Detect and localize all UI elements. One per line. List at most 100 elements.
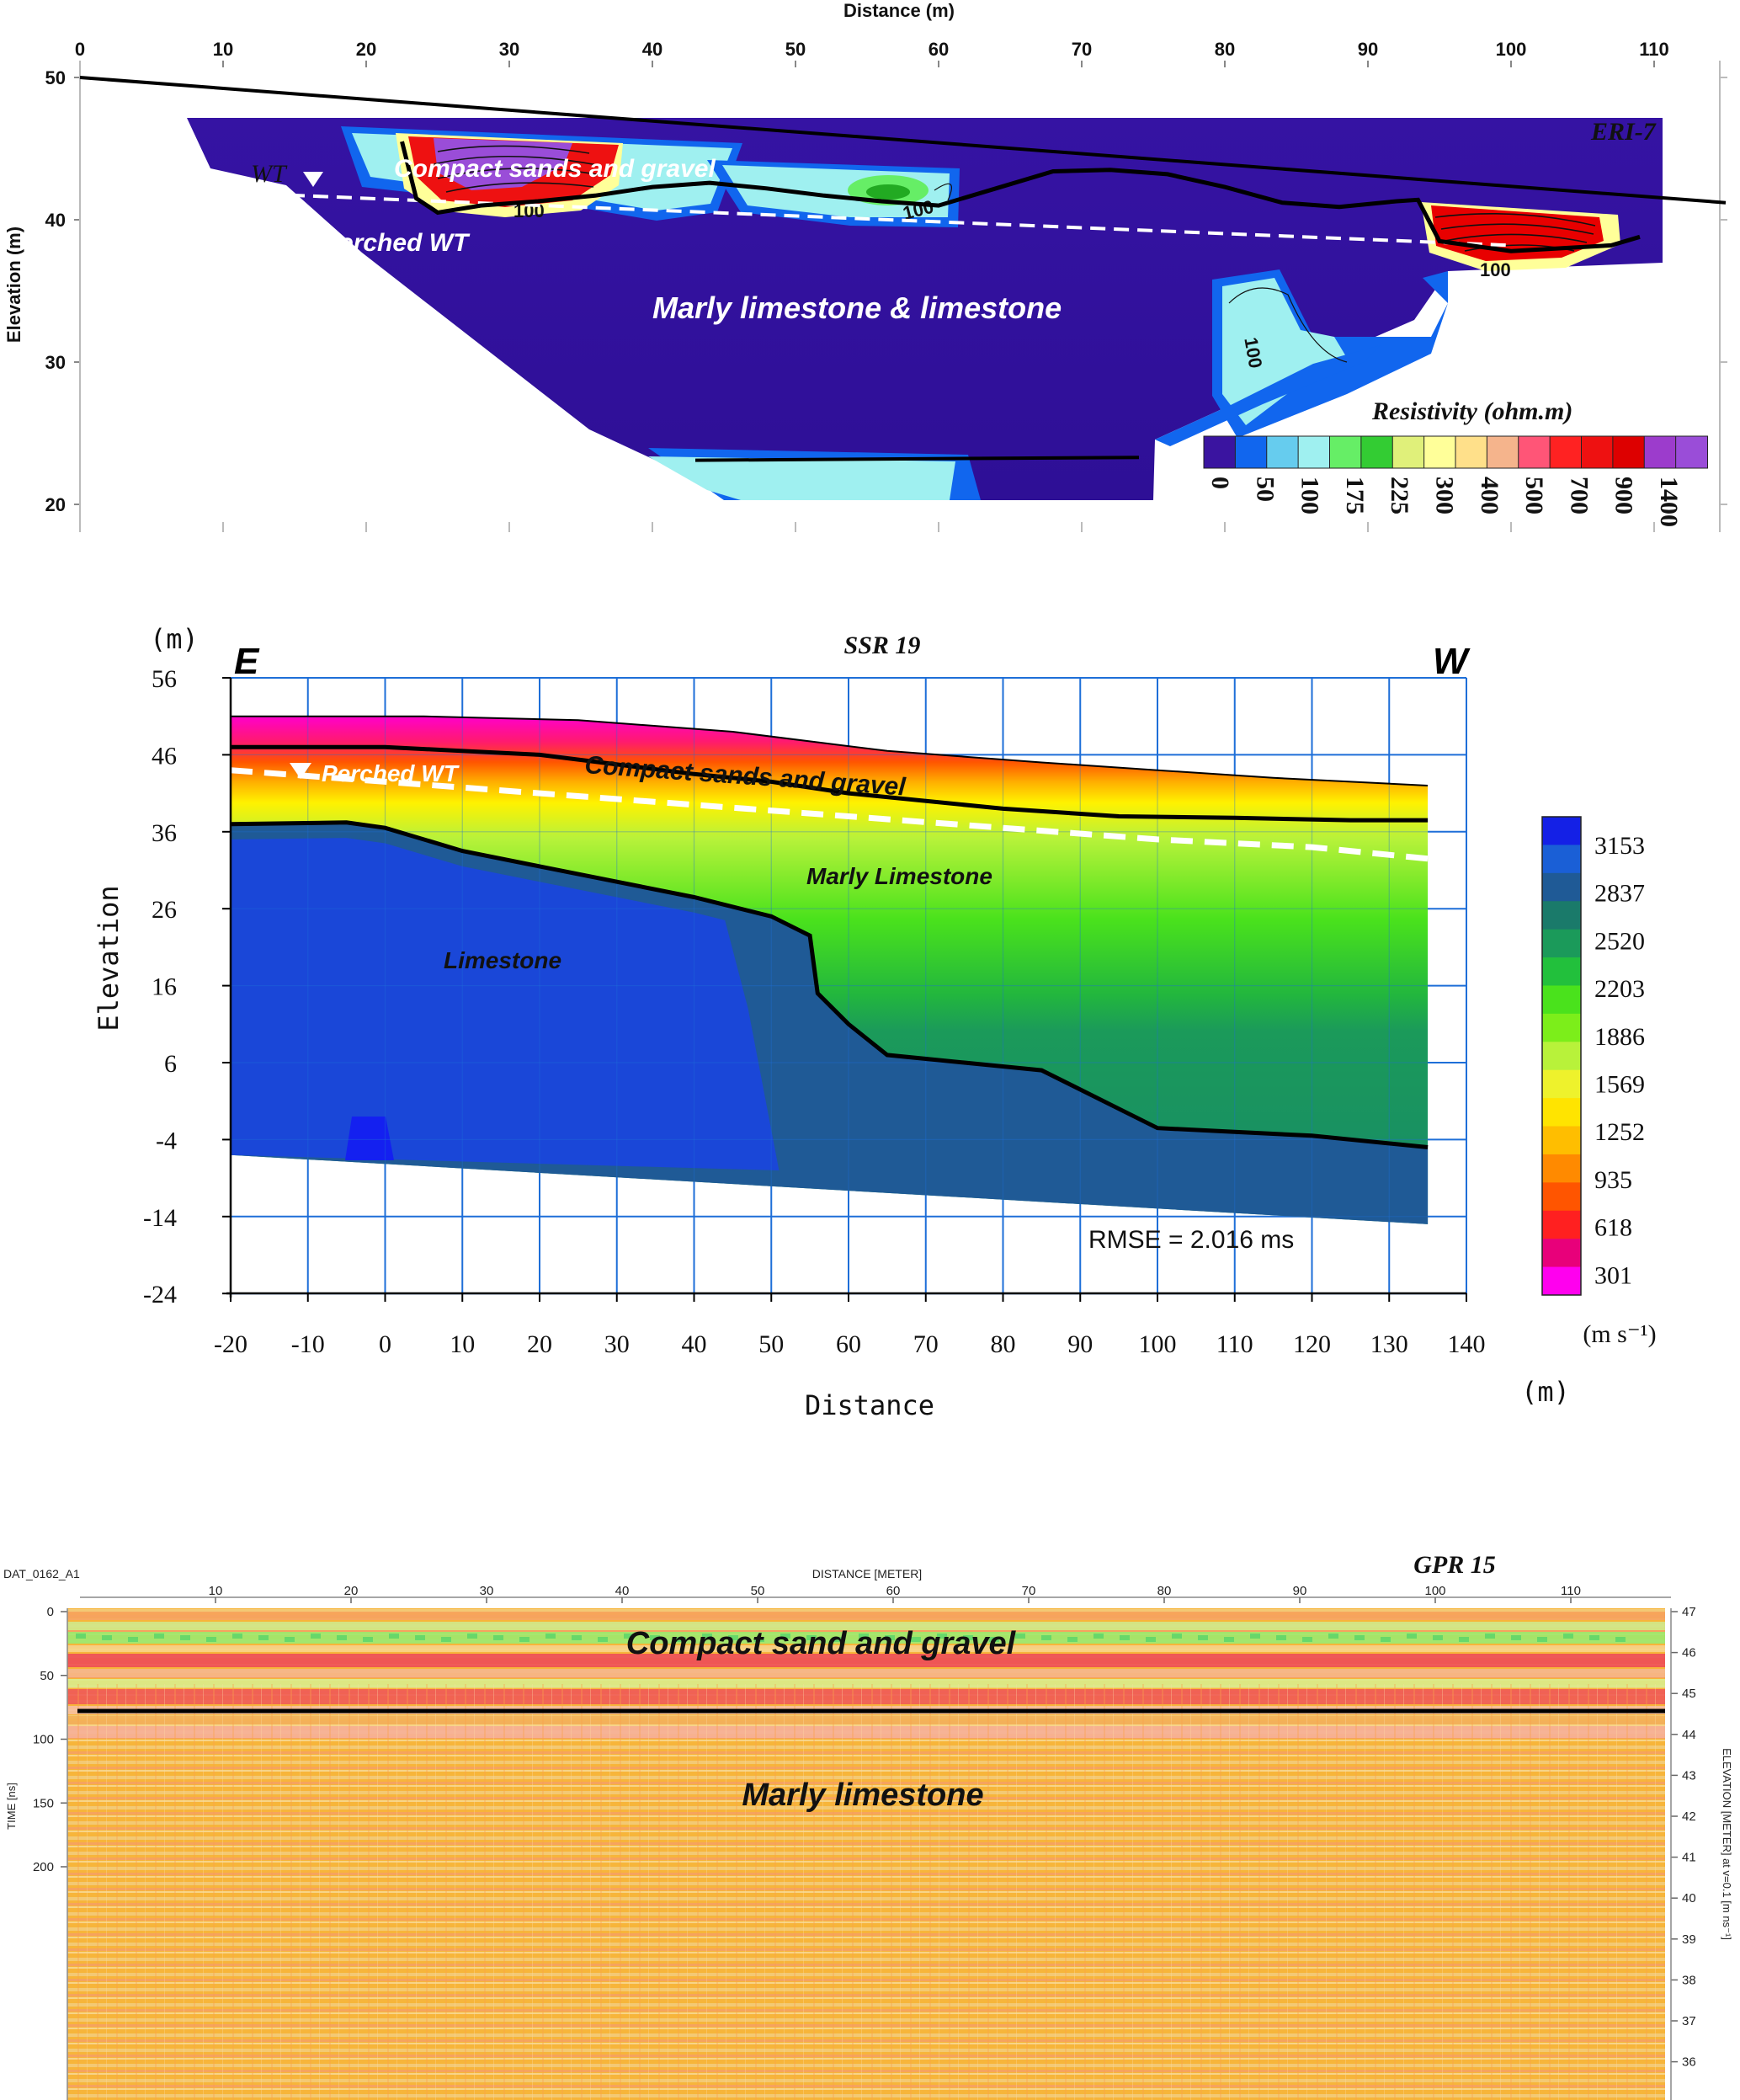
eri-colorbar-swatch	[1612, 435, 1646, 469]
gpr-x-tick-label: 80	[1157, 1584, 1172, 1598]
ssr-x-unit: (m)	[1521, 1376, 1570, 1408]
ssr-limestone-spot	[345, 1117, 394, 1160]
eri-label-perched-wt: Perched WT	[322, 229, 471, 257]
eri-colorbar-swatch	[1391, 435, 1425, 469]
eri-colorbar-tick-label: 900	[1610, 477, 1638, 514]
gpr-label-sands: Compact sand and gravel	[626, 1626, 1017, 1661]
gpr-reflector-speck	[1459, 1637, 1469, 1642]
gpr-reflector-speck	[1067, 1637, 1078, 1642]
gpr-reflector-speck	[1433, 1635, 1443, 1640]
gpr-reflector-speck	[180, 1635, 190, 1640]
eri-label-wt: WT	[251, 160, 288, 188]
ssr-x-tick-label: 60	[836, 1330, 861, 1358]
eri-x-ticks: 0 10 20 30 40 50 60 70 80 90 100 110	[75, 39, 1669, 532]
ssr-colorbar-tick-label: 618	[1594, 1214, 1632, 1242]
gpr-elevation-tick-label: 42	[1682, 1810, 1696, 1824]
ssr-x-tick-label: 140	[1448, 1330, 1486, 1358]
eri-colorbar-swatch	[1234, 435, 1268, 469]
ssr-wt-marker-icon	[290, 763, 311, 779]
gpr-reflector-speck	[885, 1635, 895, 1640]
ssr-colorbar-swatch	[1542, 817, 1581, 845]
ssr-y-tick-label: 16	[152, 973, 177, 1001]
ssr-19-panel: SSR 19 (m) E W -20 -10 0 10 20 30 40 50 60 70 80 90…	[93, 623, 1657, 1421]
ssr-axes: -20 -10 0 10 20 30 40 50 60 70 80 90 100 110 120 130 140…	[143, 665, 1486, 1358]
eri-colorbar-swatch	[1486, 435, 1519, 469]
eri-x-axis-label: Distance (m)	[843, 0, 955, 21]
ssr-colorbar-frame	[1541, 816, 1582, 1296]
eri-colorbar-tick-label: 225	[1386, 477, 1413, 514]
gpr-x-tick-label: 30	[480, 1584, 494, 1598]
ssr-colorbar-swatch	[1542, 1126, 1581, 1155]
gpr-x-tick-label: 100	[1424, 1584, 1445, 1598]
eri-zone-mid-green-core	[866, 184, 910, 200]
eri-colorbar-tick-label: 175	[1341, 477, 1369, 514]
ssr-colorbar-tick-label: 2837	[1594, 880, 1645, 908]
eri-y-ticks: 50 40 30 20	[45, 67, 1727, 515]
eri-x-tick-label: 80	[1215, 39, 1235, 60]
gpr-elevation-tick-label: 41	[1682, 1851, 1696, 1865]
gpr-reflector-speck	[415, 1635, 425, 1640]
eri-colorbar-swatch	[1581, 435, 1614, 469]
eri-lower-interface-line	[694, 456, 1140, 462]
gpr-x-axis-label: DISTANCE [METER]	[812, 1567, 922, 1580]
eri-colorbar-swatch	[1360, 435, 1394, 469]
gpr-elevation-tick-label: 38	[1682, 1973, 1696, 1987]
eri-colorbar-swatch	[1549, 435, 1583, 469]
gpr-reflector-speck	[206, 1637, 216, 1642]
gpr-reflector-speck	[102, 1635, 112, 1640]
eri-colorbar-swatch	[1423, 435, 1456, 469]
eri-anomaly-left-purple	[434, 138, 572, 190]
ssr-colorbar-swatch	[1542, 872, 1581, 902]
gpr-reflector-speck	[572, 1635, 582, 1640]
gpr-time-tick-label: 200	[33, 1860, 54, 1874]
eri-colorbar-tick-label: 400	[1476, 477, 1503, 514]
eri-label-sands: Compact sands and gravel	[394, 155, 716, 183]
gpr-reflector-speck	[389, 1634, 399, 1639]
ssr-colorbar-tick-label: 2203	[1594, 975, 1645, 1003]
gpr-trace-streaks	[67, 1684, 1665, 2100]
ssr-water-table-line	[230, 767, 1429, 862]
eri-colorbar-tick-label: 300	[1431, 477, 1459, 514]
gpr-reflector-speck	[911, 1637, 921, 1642]
ssr-y-tick-label: -14	[143, 1204, 177, 1232]
eri-x-tick-label: 70	[1072, 39, 1092, 60]
gpr-reflector-speck	[598, 1637, 608, 1642]
gpr-time-axis-label: TIME [ns]	[5, 1783, 18, 1830]
gpr-x-tick-label: 60	[886, 1584, 901, 1598]
ssr-colorbar-tick-label: 301	[1594, 1261, 1632, 1289]
eri-colorbar-swatch	[1329, 435, 1362, 469]
gpr-reflector-speck	[989, 1637, 999, 1642]
gpr-reflector-speck	[702, 1634, 712, 1639]
eri-colorbar-title: Resistivity (ohm.m)	[1371, 397, 1572, 425]
ssr-x-tick-label: 90	[1067, 1330, 1093, 1358]
ssr-x-tick-label: 120	[1293, 1330, 1331, 1358]
ssr-x-tick-label: 40	[682, 1330, 707, 1358]
ssr-y-tick-label: 46	[152, 742, 177, 770]
eri-colorbar-tick-label: 500	[1520, 477, 1548, 514]
eri-colorbar-tick-label: 700	[1565, 477, 1593, 514]
gpr-reflector-speck	[1563, 1634, 1573, 1639]
eri-zone-right-cyan	[1222, 278, 1347, 425]
eri-interface-line	[400, 141, 1641, 253]
gpr-x-tick-label: 90	[1293, 1584, 1307, 1598]
gpr-reflector-speck	[311, 1634, 321, 1639]
ssr-colorbar-swatch	[1542, 845, 1581, 874]
eri-water-table-line	[265, 192, 1512, 248]
eri-x-tick-label: 60	[929, 39, 949, 60]
ssr-surface-line	[231, 715, 1429, 786]
gpr-x-ticks: 10 20 30 40 50 60 70 80 90 100 110	[209, 1584, 1581, 1603]
eri-x-tick-label: 100	[1496, 39, 1527, 60]
gpr-reflector-speck	[1302, 1637, 1312, 1642]
eri-colorbar-swatch	[1518, 435, 1551, 469]
ssr-colorbar-swatch	[1542, 1210, 1581, 1239]
ssr-y-tick-label: -4	[156, 1127, 177, 1154]
eri-contours	[433, 145, 1596, 363]
gpr-reflector-speck	[519, 1637, 529, 1642]
ssr-colorbar-tick-label: 1252	[1594, 1118, 1645, 1146]
ssr-colorbar-swatch	[1542, 1069, 1581, 1099]
gpr-reflector-band	[67, 1612, 1665, 1620]
ssr-x-tick-label: 100	[1139, 1330, 1177, 1358]
gpr-reflector-speck	[467, 1634, 477, 1639]
ssr-y-tick-label: 56	[152, 665, 177, 693]
